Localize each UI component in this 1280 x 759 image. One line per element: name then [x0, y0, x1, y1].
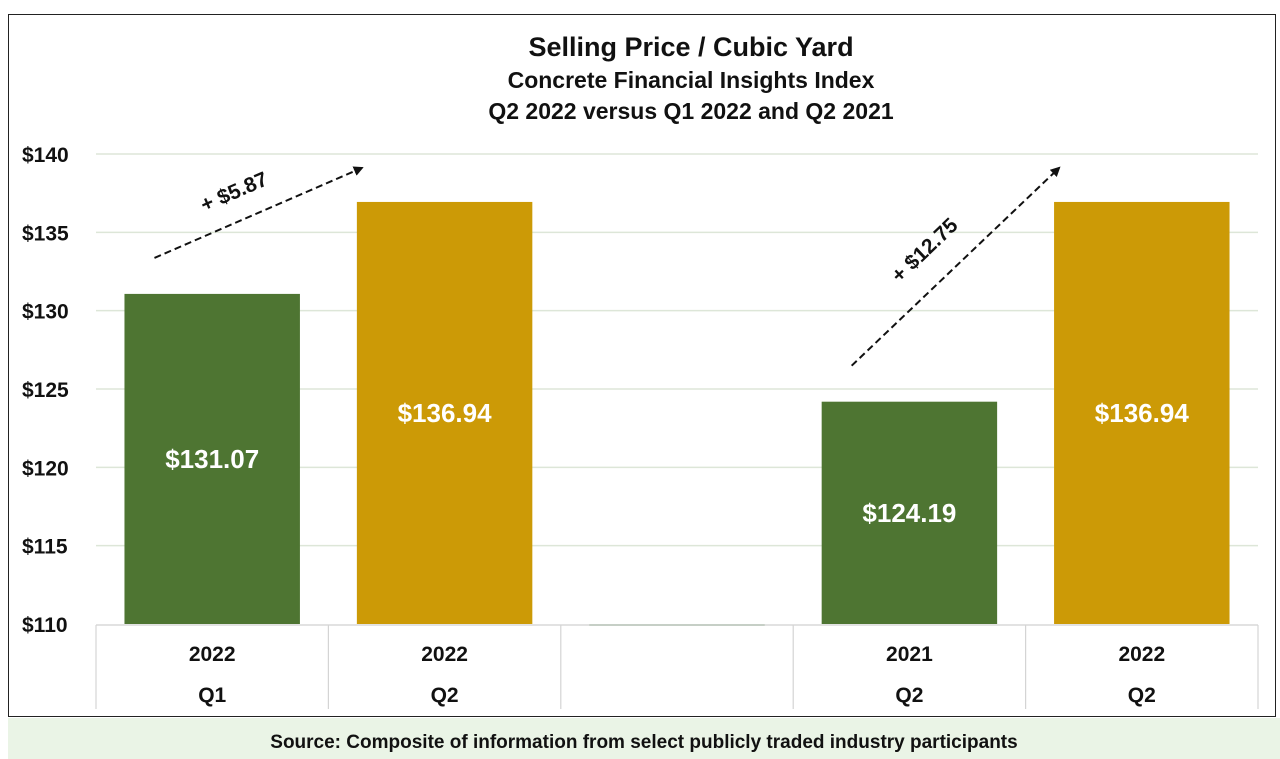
data-label: $124.19 — [862, 497, 956, 527]
x-tick-quarter: Q2 — [1127, 684, 1155, 707]
y-tick-label: $120 — [22, 457, 69, 480]
data-label: $131.07 — [165, 443, 259, 473]
x-tick-year: 2022 — [188, 643, 235, 666]
y-tick-label: $140 — [22, 144, 69, 167]
x-tick-quarter: Q1 — [198, 684, 226, 707]
chart-frame: Selling Price / Cubic Yard Concrete Fina… — [8, 14, 1276, 717]
y-tick-label: $125 — [22, 379, 69, 402]
x-tick-quarter: Q2 — [895, 684, 923, 707]
bar — [1053, 201, 1230, 624]
x-tick-year: 2022 — [421, 643, 468, 666]
chart-subtitle-1: Concrete Financial Insights Index — [507, 67, 874, 93]
y-tick-label: $135 — [22, 222, 69, 245]
x-tick-year: 2022 — [1118, 643, 1165, 666]
x-tick-quarter: Q2 — [430, 684, 458, 707]
change-annotation: + $5.87 — [197, 167, 271, 216]
y-tick-label: $110 — [22, 614, 68, 637]
y-tick-label: $130 — [22, 300, 69, 323]
bar — [356, 201, 532, 624]
bar-chart: Selling Price / Cubic Yard Concrete Fina… — [22, 32, 1259, 709]
x-tick-year: 2021 — [886, 643, 933, 666]
bar — [821, 401, 997, 624]
data-label: $136.94 — [397, 397, 492, 427]
data-label: $136.94 — [1094, 397, 1189, 427]
source-footer: Source: Composite of information from se… — [8, 718, 1280, 759]
chart-title: Selling Price / Cubic Yard — [528, 32, 853, 62]
y-tick-label: $115 — [22, 535, 68, 558]
source-text: Source: Composite of information from se… — [270, 732, 1018, 753]
change-arrow — [153, 166, 364, 259]
change-annotation: + $12.75 — [887, 213, 963, 287]
bar — [123, 293, 300, 624]
change-arrow — [850, 166, 1061, 366]
chart-subtitle-2: Q2 2022 versus Q1 2022 and Q2 2021 — [488, 98, 894, 124]
